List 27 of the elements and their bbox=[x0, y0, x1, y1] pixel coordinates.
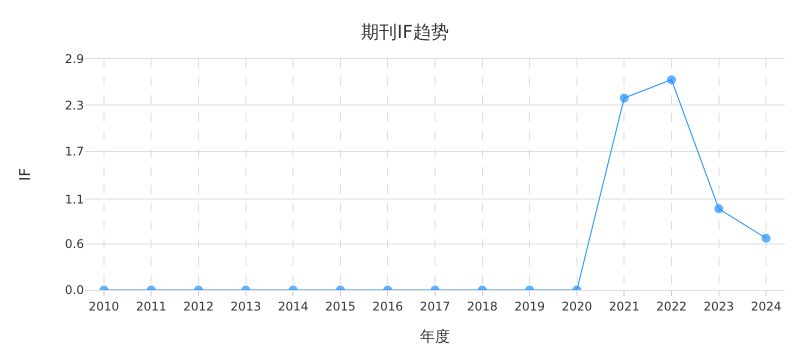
chart-title: 期刊IF趋势 bbox=[361, 22, 449, 43]
y-axis-title: IF bbox=[16, 168, 34, 182]
x-tick-label: 2020 bbox=[562, 299, 592, 314]
y-tick-label: 1.1 bbox=[64, 192, 84, 206]
x-tick-label: 2022 bbox=[656, 299, 687, 314]
x-tick-label: 2024 bbox=[750, 299, 782, 314]
y-tick-label: 0.0 bbox=[64, 283, 84, 298]
y-tick-label: 2.9 bbox=[64, 52, 84, 66]
x-tick-label: 2015 bbox=[325, 299, 356, 314]
x-tick-label: 2016 bbox=[372, 299, 403, 314]
x-tick-label: 2010 bbox=[88, 299, 120, 314]
x-tick-label: 2011 bbox=[136, 299, 166, 314]
x-tick-label: 2021 bbox=[608, 299, 640, 314]
y-tick-label: 1.7 bbox=[64, 144, 84, 159]
x-tick-label: 2017 bbox=[420, 299, 450, 314]
x-tick-label: 2014 bbox=[278, 299, 308, 314]
x-axis-title: 年度 bbox=[420, 327, 450, 346]
x-tick-label: 2018 bbox=[467, 299, 498, 314]
x-tick-label: 2013 bbox=[230, 299, 262, 314]
y-tick-label: 0.6 bbox=[64, 237, 84, 251]
x-tick-label: 2019 bbox=[514, 299, 545, 314]
x-tick-label: 2012 bbox=[183, 299, 214, 314]
y-tick-label: 2.3 bbox=[64, 98, 84, 112]
x-tick-label: 2023 bbox=[704, 299, 734, 314]
point bbox=[666, 75, 676, 84]
point bbox=[714, 204, 724, 214]
point bbox=[620, 94, 629, 103]
